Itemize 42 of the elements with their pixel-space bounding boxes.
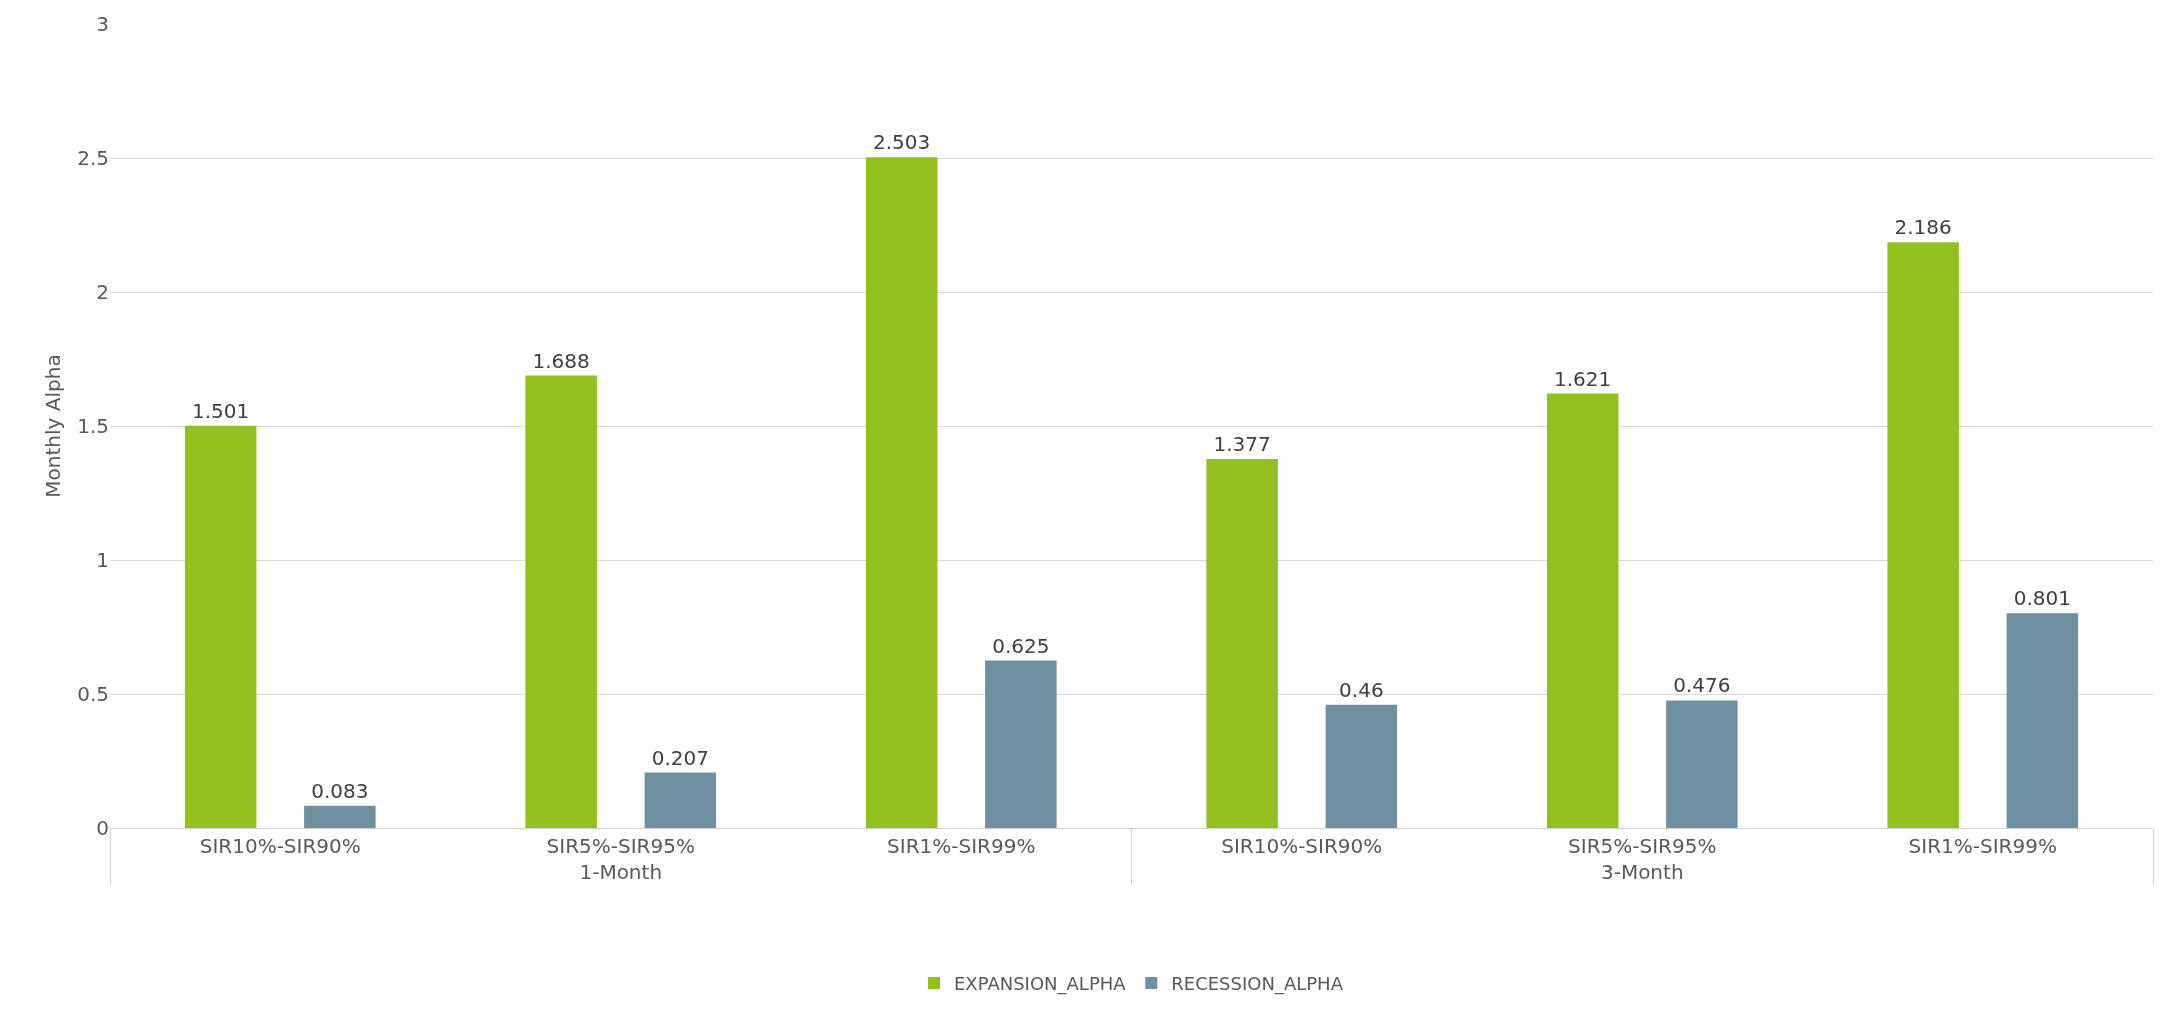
x-tick-label: SIR1%-SIR99% [1908, 834, 2057, 858]
y-tick-label: 0 [96, 816, 109, 840]
data-label: 1.501 [192, 398, 250, 423]
x-tick-label: SIR5%-SIR95% [546, 834, 695, 858]
y-tick-label: 2 [96, 280, 109, 304]
data-label: 1.377 [1213, 431, 1271, 456]
bar [1546, 393, 1619, 828]
data-label: 0.625 [992, 633, 1050, 658]
bar [644, 772, 717, 828]
x-tick-label: SIR1%-SIR99% [887, 834, 1036, 858]
text: 1-Month [579, 860, 663, 884]
data-label: 1.688 [532, 348, 590, 373]
bar [865, 157, 938, 828]
data-label: 0.083 [311, 778, 369, 803]
bar [2006, 613, 2079, 828]
x-tick-label: SIR5%-SIR95% [1568, 834, 1717, 858]
bar [1887, 242, 1959, 828]
y-axis-title: Monthly Alpha [41, 354, 65, 498]
data-label: 2.186 [1894, 215, 1952, 240]
bar [985, 660, 1057, 828]
bar [1325, 704, 1398, 828]
data-label: 0.801 [2013, 586, 2071, 611]
y-tick-label: 3 [96, 12, 109, 36]
data-label: 1.621 [1554, 366, 1612, 391]
x-tick-label: SIR10%-SIR90% [1221, 834, 1383, 858]
y-tick-label: 0.5 [77, 682, 109, 706]
x-tick-label: SIR10%-SIR90% [199, 834, 361, 858]
data-label: 0.207 [651, 745, 709, 770]
bar [304, 805, 376, 828]
legend-label: EXPANSION_ALPHA [954, 972, 1127, 995]
bar [1206, 458, 1278, 828]
bar [525, 375, 597, 828]
data-label: 0.476 [1673, 673, 1731, 698]
y-tick-label: 2.5 [77, 146, 109, 170]
text: 3-Month [1600, 860, 1684, 884]
bar [1666, 700, 1738, 828]
data-label: 2.503 [873, 130, 931, 155]
y-tick-label: 1 [96, 548, 109, 572]
y-tick-label: 1.5 [77, 414, 109, 438]
legend-label: RECESSION_ALPHA [1171, 972, 1344, 995]
bar [184, 425, 257, 828]
data-label: 0.46 [1339, 677, 1384, 702]
